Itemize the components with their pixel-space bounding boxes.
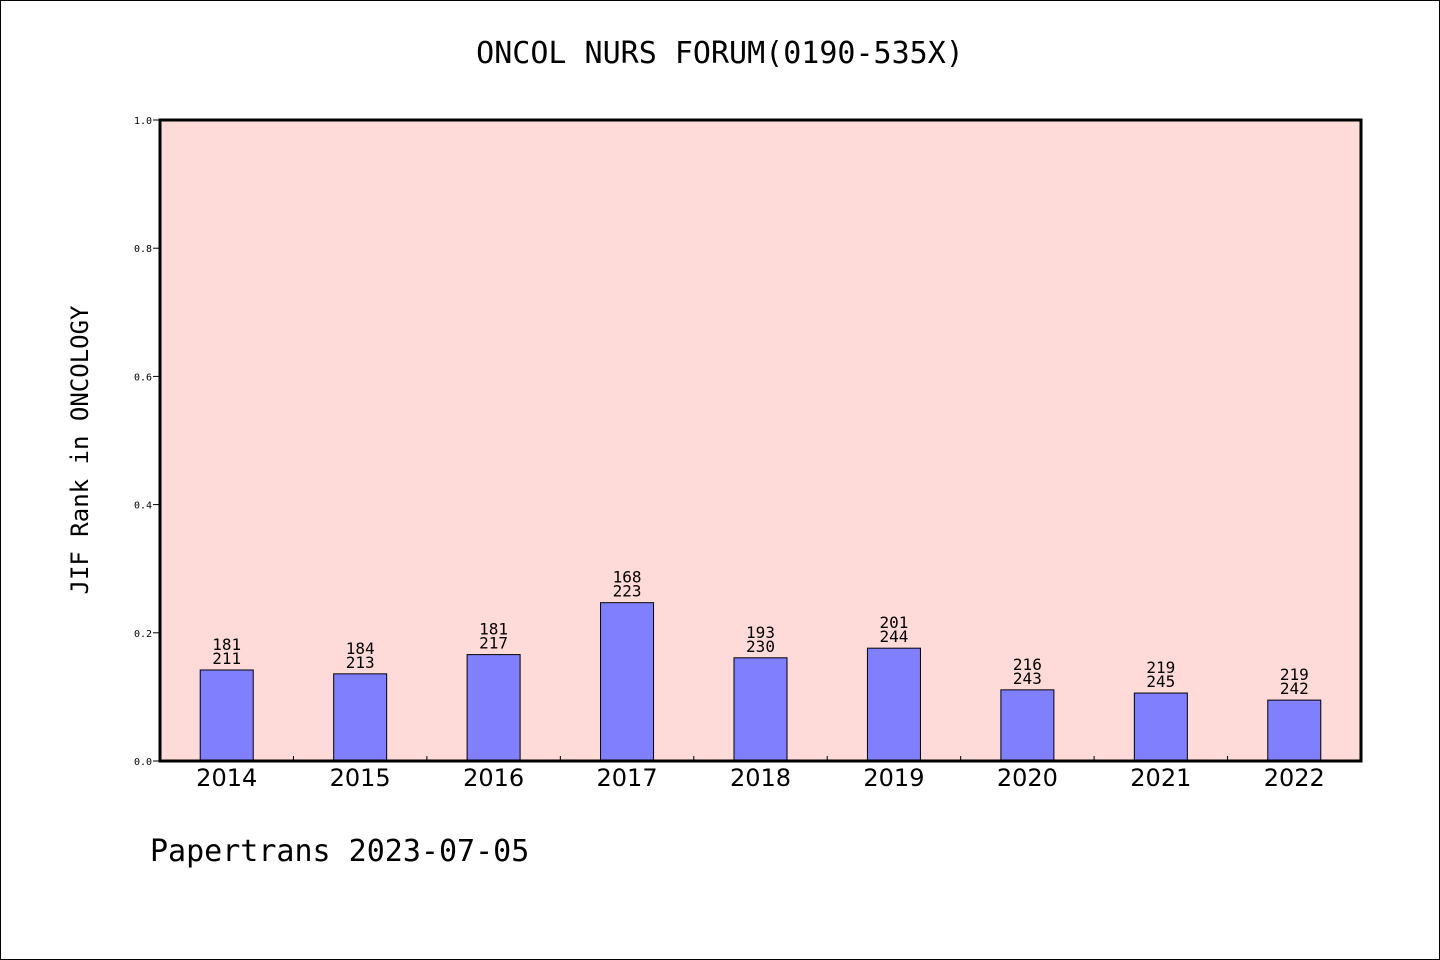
bar <box>1000 689 1055 762</box>
x-tick-label: 2021 <box>1130 764 1191 792</box>
y-tick-label: 0.6 <box>134 372 152 383</box>
bar <box>1267 699 1322 762</box>
bar-label-total: 217 <box>479 634 508 653</box>
bar-label-rank: 184 <box>346 639 375 658</box>
y-tick-label: 0.8 <box>134 244 152 255</box>
x-tick-label: 2016 <box>463 764 524 792</box>
bar-label-rank: 219 <box>1280 665 1309 684</box>
bar-label-total: 211 <box>212 649 241 668</box>
bar-label-rank: 201 <box>879 613 908 632</box>
x-tick-label: 2022 <box>1264 764 1325 792</box>
bar <box>866 647 921 762</box>
plot-area <box>160 120 1361 761</box>
bar-label-total: 243 <box>1013 669 1042 688</box>
bar <box>466 654 521 762</box>
x-tick-label: 2014 <box>196 764 257 792</box>
y-tick-label: 1.0 <box>134 116 152 127</box>
x-tick-label: 2015 <box>330 764 391 792</box>
bar-label-rank: 181 <box>212 635 241 654</box>
x-tick-label: 2020 <box>997 764 1058 792</box>
bar-label-total: 223 <box>613 582 642 601</box>
plot-border <box>158 118 1363 763</box>
bar-label-rank: 193 <box>746 623 775 642</box>
footer-credit: Papertrans 2023-07-05 <box>150 834 530 869</box>
bar <box>199 669 254 762</box>
bar-label-total: 244 <box>879 627 908 646</box>
bar-label-total: 213 <box>346 653 375 672</box>
bar <box>1133 692 1188 762</box>
x-tick-label: 2017 <box>597 764 658 792</box>
y-tick-label: 0.0 <box>134 757 152 768</box>
bar-label-total: 245 <box>1146 672 1175 691</box>
bar <box>600 602 655 762</box>
chart-title: ONCOL NURS FORUM(0190-535X) <box>476 36 964 71</box>
bar-label-rank: 181 <box>479 620 508 639</box>
bar-label-rank: 219 <box>1146 658 1175 677</box>
bar <box>733 657 788 762</box>
y-tick-label: 0.4 <box>134 501 152 512</box>
bar-label-total: 242 <box>1280 679 1309 698</box>
x-tick-label: 2019 <box>863 764 924 792</box>
bar-label-total: 230 <box>746 637 775 656</box>
bar-label-rank: 168 <box>613 568 642 587</box>
bar <box>333 673 388 762</box>
y-tick-label: 0.2 <box>134 629 152 640</box>
x-tick-label: 2018 <box>730 764 791 792</box>
bar-label-rank: 216 <box>1013 655 1042 674</box>
